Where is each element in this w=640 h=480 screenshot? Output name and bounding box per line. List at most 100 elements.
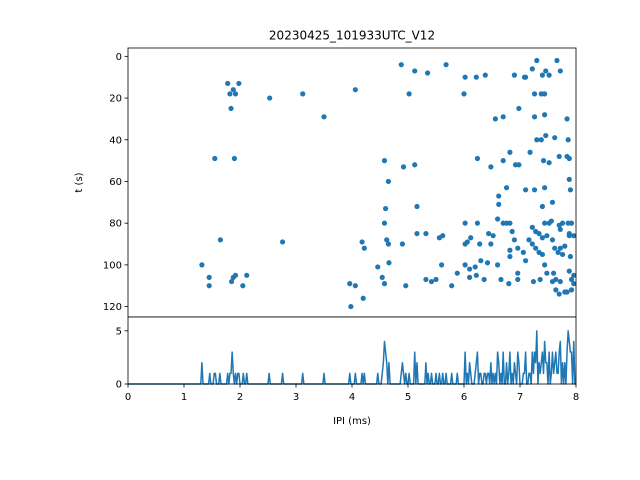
raster-point (360, 295, 366, 301)
histogram-y-ticks: 05 (116, 326, 128, 391)
raster-point (412, 68, 418, 74)
histogram-x-tick-label: 0 (125, 392, 131, 403)
raster-point (564, 289, 570, 295)
raster-point (507, 253, 513, 260)
raster-point (549, 199, 556, 205)
raster-point (534, 137, 540, 143)
raster-point (206, 274, 212, 280)
raster-point (439, 262, 445, 268)
raster-point (232, 272, 239, 278)
raster-point (482, 72, 488, 78)
raster-point (400, 164, 407, 170)
raster-point (555, 249, 561, 255)
raster-point (386, 260, 392, 266)
raster-point (509, 228, 515, 235)
raster-point (534, 57, 540, 64)
raster-point (473, 272, 479, 278)
raster-point (300, 91, 306, 97)
raster-point (481, 276, 487, 283)
raster-point (516, 162, 522, 168)
raster-point (267, 95, 273, 101)
raster-point (542, 112, 548, 118)
raster-point (381, 281, 388, 287)
raster-point (279, 239, 286, 245)
raster-point (565, 137, 571, 143)
raster-point (428, 278, 435, 285)
histogram-x-tick-label: 6 (461, 392, 467, 403)
histogram-x-ticks: 0 1 2 3 4 5 6 7 8 (125, 384, 579, 403)
raster-point (231, 155, 237, 162)
raster-point (568, 287, 575, 293)
raster-point (506, 281, 512, 287)
raster-point (462, 220, 468, 226)
raster-point (484, 260, 491, 266)
raster-point (539, 235, 546, 241)
raster-point (568, 220, 575, 226)
raster-point (552, 245, 558, 251)
raster-point (403, 283, 409, 289)
raster-point (347, 281, 353, 287)
histogram-x-tick-label: 8 (573, 392, 579, 403)
raster-point (227, 91, 233, 97)
raster-point (542, 91, 548, 97)
raster-point (467, 274, 473, 280)
histogram-x-tick-label: 3 (293, 392, 299, 403)
raster-point (454, 270, 460, 276)
raster-point (539, 203, 546, 210)
raster-point (384, 237, 390, 243)
raster-point (571, 233, 577, 239)
raster-point (492, 116, 498, 122)
raster-point (554, 57, 560, 64)
raster-y-ticks: 0 20 40 60 80 100 120 (103, 52, 128, 313)
raster-point (500, 158, 506, 164)
raster-point (472, 264, 478, 270)
raster-point (544, 233, 550, 239)
raster-point (549, 237, 556, 243)
raster-point (523, 74, 529, 80)
raster-point (536, 230, 542, 237)
raster-point (552, 135, 558, 141)
raster-point (523, 258, 529, 264)
raster-y-axis-label: t (s) (74, 172, 85, 192)
raster-point (414, 203, 420, 210)
raster-point (511, 237, 517, 243)
raster-point (557, 226, 563, 233)
raster-point (406, 91, 412, 97)
raster-point (230, 87, 236, 93)
raster-point (520, 249, 526, 255)
raster-point (399, 241, 405, 247)
histogram-y-tick-label: 0 (116, 380, 122, 391)
raster-point (530, 278, 537, 285)
raster-point (507, 149, 513, 155)
raster-point (543, 132, 549, 139)
raster-point (567, 187, 574, 193)
raster-point (474, 220, 481, 226)
raster-point (359, 239, 365, 245)
raster-point (361, 245, 367, 251)
raster-point (381, 220, 388, 226)
raster-point (477, 241, 483, 247)
raster-point (478, 258, 484, 264)
raster-point (462, 74, 468, 80)
raster-point (467, 266, 473, 272)
raster-point (440, 233, 446, 239)
raster-point (423, 230, 429, 237)
raster-point (352, 87, 358, 93)
raster-point (538, 137, 544, 143)
raster-point (507, 247, 513, 253)
raster-point (527, 149, 533, 155)
raster-point (531, 114, 538, 120)
raster-point (553, 276, 559, 283)
raster-point (385, 178, 391, 185)
raster-point (449, 283, 455, 289)
raster-point (556, 153, 562, 160)
raster-point (566, 176, 572, 182)
raster-point (539, 251, 546, 258)
raster-point (490, 233, 496, 239)
raster-point (468, 235, 474, 241)
raster-point (488, 241, 494, 247)
raster-point (568, 276, 575, 283)
raster-point (557, 245, 563, 251)
raster-point (383, 205, 389, 212)
raster-point (240, 283, 246, 289)
